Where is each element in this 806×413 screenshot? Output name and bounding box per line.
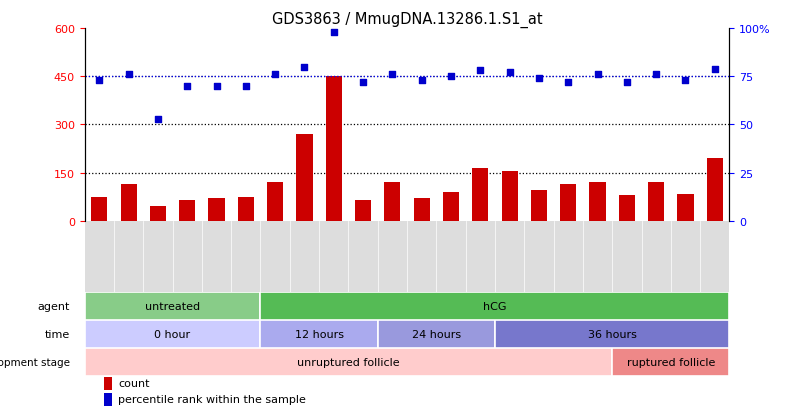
Point [386, 72, 399, 78]
Point [650, 72, 663, 78]
Bar [209, 199, 225, 221]
Bar [560, 185, 576, 221]
Bar [85, 348, 613, 376]
Bar [91, 197, 107, 221]
Text: untreated: untreated [145, 301, 200, 311]
Text: 36 hours: 36 hours [588, 329, 637, 339]
Text: development stage: development stage [0, 357, 70, 367]
Bar [378, 320, 495, 348]
Bar [613, 348, 729, 376]
Bar [104, 377, 112, 390]
Bar [150, 207, 166, 221]
Bar [413, 199, 430, 221]
Point [268, 72, 281, 78]
Point [239, 83, 252, 90]
Bar [85, 292, 260, 320]
Point [152, 116, 164, 123]
Title: GDS3863 / MmugDNA.13286.1.S1_at: GDS3863 / MmugDNA.13286.1.S1_at [272, 12, 542, 28]
Text: 0 hour: 0 hour [155, 329, 191, 339]
Bar [260, 320, 378, 348]
Bar [531, 191, 547, 221]
Bar [121, 185, 137, 221]
Bar [495, 320, 729, 348]
Point [591, 72, 604, 78]
Point [210, 83, 223, 90]
Text: 12 hours: 12 hours [295, 329, 343, 339]
Bar [501, 172, 517, 221]
Point [298, 64, 311, 71]
Bar [85, 320, 260, 348]
Text: percentile rank within the sample: percentile rank within the sample [118, 394, 306, 404]
Point [415, 78, 428, 84]
Bar [238, 197, 254, 221]
Point [503, 70, 516, 76]
Point [562, 80, 575, 86]
Bar [589, 183, 605, 221]
Text: hCG: hCG [484, 301, 507, 311]
Text: time: time [44, 329, 70, 339]
Bar [104, 393, 112, 406]
Point [679, 78, 692, 84]
Text: unruptured follicle: unruptured follicle [297, 357, 400, 367]
Bar [648, 183, 664, 221]
Point [327, 29, 340, 36]
Point [93, 78, 106, 84]
Text: count: count [118, 379, 150, 389]
Point [708, 66, 721, 73]
Text: 24 hours: 24 hours [412, 329, 461, 339]
Point [621, 80, 634, 86]
Bar [326, 77, 342, 221]
Bar [260, 292, 729, 320]
Bar [472, 169, 488, 221]
Point [474, 68, 487, 75]
Bar [267, 183, 283, 221]
Point [356, 80, 369, 86]
Bar [179, 201, 195, 221]
Bar [707, 159, 723, 221]
Bar [619, 196, 635, 221]
Bar [677, 194, 693, 221]
Bar [297, 135, 313, 221]
Point [123, 72, 135, 78]
Text: ruptured follicle: ruptured follicle [626, 357, 715, 367]
Bar [384, 183, 401, 221]
Point [533, 76, 546, 82]
Point [181, 83, 193, 90]
Bar [355, 201, 371, 221]
Bar [443, 192, 459, 221]
Point [445, 74, 458, 81]
Text: agent: agent [38, 301, 70, 311]
